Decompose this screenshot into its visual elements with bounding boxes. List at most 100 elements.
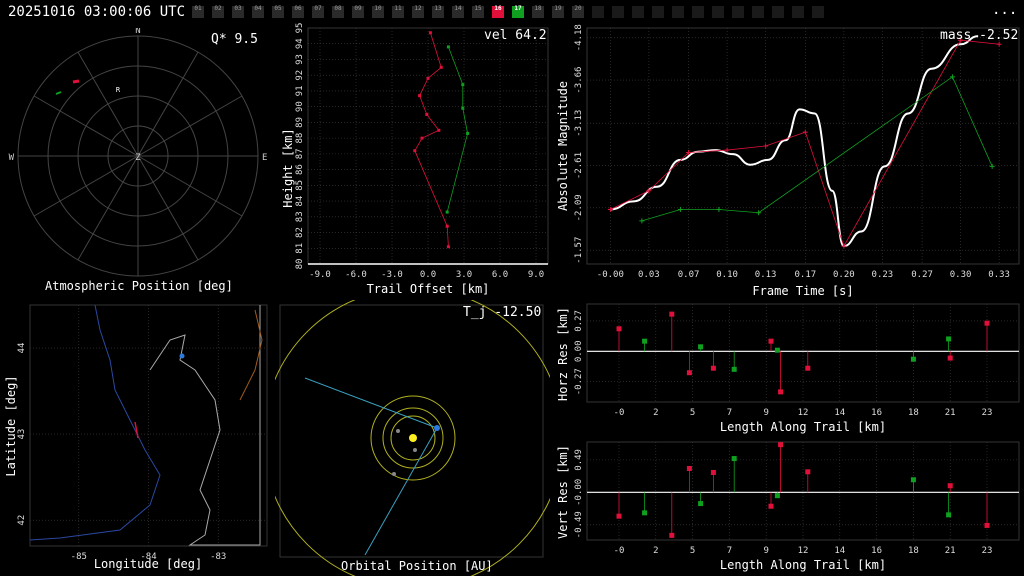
- segment-02[interactable]: 02: [212, 6, 224, 18]
- map-river: [29, 304, 161, 541]
- vert-res-xtick: 21: [945, 546, 956, 556]
- segment-empty[interactable]: [712, 6, 724, 18]
- mag-point: [841, 243, 847, 249]
- segment-15[interactable]: 15: [472, 6, 484, 18]
- height-point: [428, 31, 432, 35]
- segment-17[interactable]: 17: [512, 6, 524, 18]
- map-coastline: [149, 305, 261, 546]
- segment-06[interactable]: 06: [292, 6, 304, 18]
- segment-empty[interactable]: [692, 6, 704, 18]
- segment-empty[interactable]: [732, 6, 744, 18]
- segment-empty[interactable]: [772, 6, 784, 18]
- mass-label: mass -2.52: [940, 28, 1019, 43]
- segment-05[interactable]: 05: [272, 6, 284, 18]
- horz-res-point: [768, 338, 774, 344]
- planet-icon: [413, 448, 417, 452]
- segment-19[interactable]: 19: [552, 6, 564, 18]
- segment-empty[interactable]: [792, 6, 804, 18]
- sky-q-label: Q* 9.5: [211, 32, 258, 47]
- sky-spoke: [33, 95, 139, 157]
- horz-res-xtick: 16: [871, 408, 882, 418]
- segment-07[interactable]: 07: [312, 6, 324, 18]
- mag-ytick: -2.61: [574, 152, 584, 179]
- mag-point: [802, 129, 808, 135]
- sky-track-green: [55, 91, 62, 95]
- orbit-planet-ring: [382, 407, 444, 469]
- menu-button[interactable]: ...: [992, 2, 1018, 18]
- vert-res-point: [910, 477, 916, 483]
- map-frame: [29, 304, 268, 547]
- segment-14[interactable]: 14: [452, 6, 464, 18]
- segment-18[interactable]: 18: [532, 6, 544, 18]
- height-xtick: 0.0: [420, 270, 436, 280]
- height-point: [446, 45, 450, 49]
- height-ytick: 87: [295, 148, 305, 159]
- mag-point: [646, 188, 652, 194]
- planet-icon: [396, 429, 400, 433]
- sun-icon: [409, 434, 417, 442]
- vert-res-xtick: 7: [727, 546, 732, 556]
- mag-ytick: -2.09: [574, 194, 584, 221]
- map-xlabel: Longitude [deg]: [94, 557, 202, 571]
- segment-empty[interactable]: [612, 6, 624, 18]
- vert-res-point: [731, 456, 737, 462]
- segment-empty[interactable]: [812, 6, 824, 18]
- map-xtick: -85: [71, 552, 87, 562]
- map-ytick: 42: [17, 515, 27, 526]
- mag-point: [639, 218, 645, 224]
- mag-point: [716, 206, 722, 212]
- height-ytick: 90: [295, 101, 305, 112]
- segment-08[interactable]: 08: [332, 6, 344, 18]
- horz-res-ylabel: Horz Res [km]: [556, 307, 570, 401]
- height-point: [445, 224, 449, 228]
- map-track: [134, 421, 139, 439]
- segment-empty[interactable]: [652, 6, 664, 18]
- horz-res-point: [669, 311, 675, 317]
- map-xtick: -84: [140, 552, 156, 562]
- planet-icon: [392, 472, 396, 476]
- height-point: [445, 210, 449, 214]
- mag-xtick: 0.13: [755, 270, 777, 280]
- height-point: [426, 76, 430, 80]
- segment-12[interactable]: 12: [412, 6, 424, 18]
- vert-res-xlabel: Length Along Trail [km]: [720, 558, 886, 572]
- segment-20[interactable]: 20: [572, 6, 584, 18]
- mag-point: [756, 210, 762, 216]
- horz-res-point: [910, 356, 916, 362]
- mag-frame: [586, 27, 1020, 265]
- vert-res-point: [947, 483, 953, 489]
- segment-empty[interactable]: [672, 6, 684, 18]
- mag-xtick: 0.33: [988, 270, 1010, 280]
- segment-11[interactable]: 11: [392, 6, 404, 18]
- horz-res-plot: -0 2 5 7 9 12 14 16 18 21 23 -0.27 0.00 0.27 Length Al…: [556, 303, 1020, 434]
- vert-res-xtick: 23: [982, 546, 993, 556]
- vert-res-xtick: 9: [763, 546, 768, 556]
- orbit-frame: [279, 304, 544, 558]
- map-xtick: -83: [210, 552, 226, 562]
- horz-res-point: [731, 366, 737, 372]
- mag-xlabel: Frame Time [s]: [752, 284, 853, 298]
- height-xtick: 9.0: [528, 270, 544, 280]
- map-ytick: 44: [17, 343, 27, 354]
- mag-xtick: 0.30: [950, 270, 972, 280]
- segment-empty[interactable]: [632, 6, 644, 18]
- height-xtick: 6.0: [492, 270, 508, 280]
- vert-res-xtick: 14: [834, 546, 845, 556]
- segment-empty[interactable]: [752, 6, 764, 18]
- segment-13[interactable]: 13: [432, 6, 444, 18]
- horz-res-xtick: 21: [945, 408, 956, 418]
- segment-03[interactable]: 03: [232, 6, 244, 18]
- segment-empty[interactable]: [592, 6, 604, 18]
- horz-res-point: [774, 347, 780, 353]
- mag-point: [958, 37, 964, 43]
- sky-north-label: N: [135, 28, 140, 36]
- segment-16[interactable]: 16: [492, 6, 504, 18]
- segment-01[interactable]: 01: [192, 6, 204, 18]
- segment-10[interactable]: 10: [372, 6, 384, 18]
- segment-09[interactable]: 09: [352, 6, 364, 18]
- horz-res-ytick: -0.27: [574, 368, 584, 395]
- segment-04[interactable]: 04: [252, 6, 264, 18]
- mag-xtick: 0.17: [794, 270, 816, 280]
- map-ytick: 43: [17, 429, 27, 440]
- horz-res-xtick: 2: [653, 408, 658, 418]
